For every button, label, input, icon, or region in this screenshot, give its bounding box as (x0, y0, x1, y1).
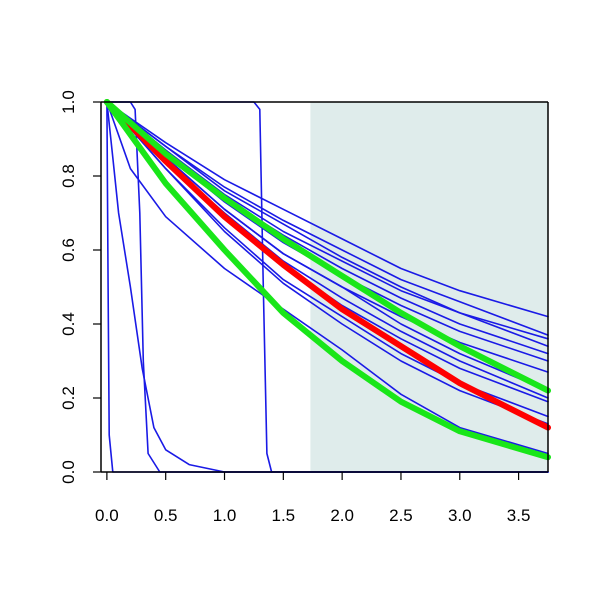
x-tick-label: 3.0 (448, 506, 472, 525)
x-tick-label: 1.5 (272, 506, 296, 525)
y-tick-label: 0.2 (59, 386, 78, 410)
series-line-4 (106, 101, 549, 348)
y-tick-label: 1.0 (59, 90, 78, 114)
x-tick-label: 2.0 (330, 506, 354, 525)
series-line-16 (106, 101, 549, 473)
y-tick-label: 0.6 (59, 238, 78, 262)
series-line-12 (106, 101, 549, 425)
series-line-14 (106, 101, 549, 473)
series-line-19 (103, 99, 551, 394)
y-tick-label: 0.0 (59, 460, 78, 484)
y-tick-label: 0.4 (59, 312, 78, 336)
x-tick-label: 0.5 (154, 506, 178, 525)
x-tick-label: 3.5 (507, 506, 531, 525)
x-tick-label: 0.0 (95, 506, 119, 525)
x-tick-label: 2.5 (389, 506, 413, 525)
series-line-8 (106, 101, 549, 392)
y-tick-label: 0.8 (59, 164, 78, 188)
series-line-20 (103, 99, 551, 461)
x-tick-label: 1.0 (213, 506, 237, 525)
series-line-18 (103, 99, 551, 431)
series-line-3 (106, 101, 549, 318)
